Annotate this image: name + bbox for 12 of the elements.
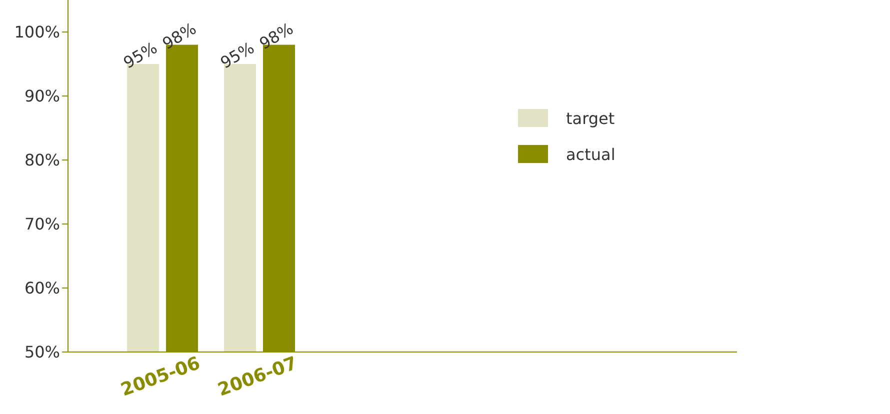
y-tick-label: 50% <box>24 342 60 362</box>
y-tick-label: 90% <box>24 86 60 106</box>
y-tick-label: 80% <box>24 150 60 170</box>
data-label: 98% <box>256 18 296 54</box>
data-label: 95% <box>217 38 258 72</box>
y-tick-label: 70% <box>24 214 60 234</box>
legend-label: target <box>566 108 615 128</box>
data-label: 95% <box>120 38 160 72</box>
data-label: 98% <box>159 18 200 54</box>
legend-label: actual <box>566 144 616 164</box>
y-tick-label: 60% <box>24 278 60 298</box>
y-tick-label: 100% <box>14 22 60 42</box>
